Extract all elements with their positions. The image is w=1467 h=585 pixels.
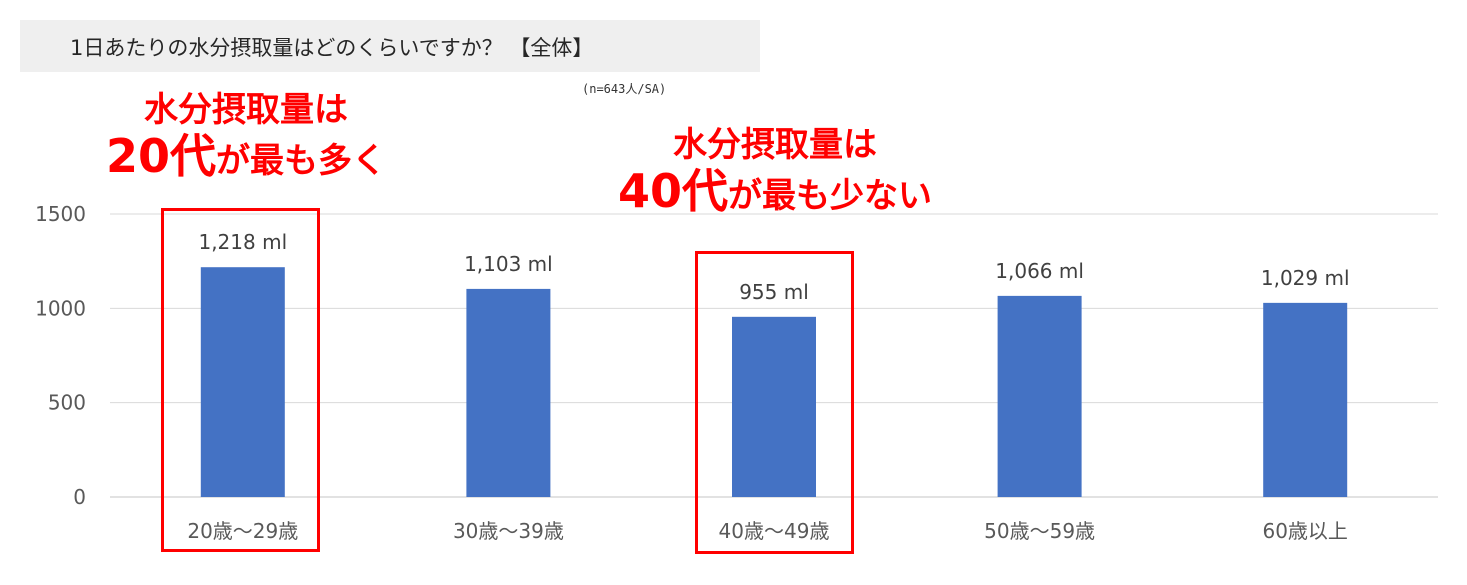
y-tick-label-1500: 1500 bbox=[35, 202, 86, 226]
bar-3 bbox=[997, 295, 1082, 497]
x-tick-label-0: 20歳～29歳 bbox=[187, 519, 298, 543]
x-tick-label-4: 60歳以上 bbox=[1262, 519, 1347, 543]
highlight-box-20s bbox=[161, 208, 320, 552]
highlight-box-40s bbox=[695, 251, 854, 554]
y-tick-label-1000: 1000 bbox=[35, 296, 86, 320]
sample-size-note: (n=643人/SA) bbox=[582, 82, 667, 96]
question-title: 1日あたりの水分摂取量はどのくらいですか？ 【全体】 bbox=[70, 36, 594, 60]
y-tick-label-0: 0 bbox=[73, 485, 86, 509]
bar-4 bbox=[1263, 302, 1348, 497]
y-tick-label-500: 500 bbox=[48, 391, 86, 415]
bar-0 bbox=[200, 267, 285, 497]
callout-highest-line1: 水分摂取量は bbox=[144, 90, 348, 130]
data-label-2: 955 ml bbox=[739, 280, 809, 304]
callout-highest: 水分摂取量は 20代が最も多く bbox=[96, 93, 396, 179]
data-label-3: 1,066 ml bbox=[995, 259, 1084, 283]
question-title-box: 1日あたりの水分摂取量はどのくらいですか？ 【全体】 bbox=[20, 20, 760, 72]
callout-highest-text: が最も多く bbox=[216, 141, 386, 181]
data-label-0: 1,218 ml bbox=[198, 230, 287, 254]
callout-highest-age: 20代 bbox=[105, 129, 216, 183]
callout-lowest-line1: 水分摂取量は bbox=[673, 125, 877, 165]
x-tick-label-2: 40歳～49歳 bbox=[719, 519, 830, 543]
x-tick-label-3: 50歳～59歳 bbox=[984, 519, 1095, 543]
bar-1 bbox=[466, 288, 551, 497]
callout-lowest-text: が最も少ない bbox=[728, 176, 932, 216]
callout-lowest-age: 40代 bbox=[617, 164, 728, 218]
callout-lowest: 水分摂取量は 40代が最も少ない bbox=[600, 128, 950, 214]
bar-2 bbox=[732, 316, 816, 497]
x-tick-label-1: 30歳～39歳 bbox=[453, 519, 564, 543]
data-label-4: 1,029 ml bbox=[1261, 266, 1350, 290]
data-label-1: 1,103 ml bbox=[464, 252, 553, 276]
